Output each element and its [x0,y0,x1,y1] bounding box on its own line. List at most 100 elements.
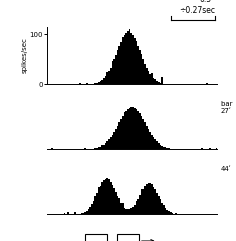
Bar [98,82,100,84]
Bar [153,78,155,84]
Bar [148,129,149,149]
Bar [51,148,53,149]
Bar [94,148,96,149]
Bar [144,186,146,214]
Bar [132,107,134,149]
Bar [129,108,131,149]
Bar [161,203,163,214]
Bar [168,148,170,149]
Bar [82,213,84,214]
Bar [143,59,144,84]
Bar [120,42,122,84]
Bar [100,186,101,214]
Bar [146,126,148,149]
Bar [84,148,86,149]
Bar [115,192,117,214]
Bar [149,183,151,214]
Bar [96,83,98,84]
Bar [151,184,153,214]
Bar [122,203,124,214]
Bar [127,109,129,149]
Bar [105,76,106,84]
Bar [158,143,160,149]
Bar [94,83,96,84]
Bar [158,82,160,84]
Bar [105,143,106,149]
Bar [134,38,136,84]
Bar [136,109,137,149]
Bar [117,234,139,241]
Bar [129,29,131,84]
Bar [103,145,105,149]
Bar [125,111,127,149]
Bar [160,83,161,84]
Bar [100,81,101,84]
Bar [155,79,156,84]
Bar [125,209,127,214]
Bar [115,129,117,149]
Bar [122,116,124,149]
Bar [127,31,129,84]
Bar [118,46,120,84]
Bar [156,81,158,84]
Bar [103,79,105,84]
Bar [105,179,106,214]
Bar [106,72,108,84]
Bar [143,119,144,149]
Bar [155,140,156,149]
Bar [175,213,177,214]
Bar [161,77,163,84]
Bar [132,35,134,84]
Bar [143,189,144,214]
Bar [134,205,136,214]
Bar [160,145,161,149]
Bar [144,122,146,149]
Bar [106,141,108,149]
Bar [112,135,113,149]
Bar [106,178,108,214]
Text: 0.5°: 0.5° [199,0,215,4]
Bar [216,148,218,149]
Bar [120,203,122,214]
Bar [136,41,137,84]
Bar [113,188,115,214]
Bar [155,189,156,214]
Bar [115,55,117,84]
Bar [100,147,101,149]
Bar [156,193,158,214]
Bar [98,187,100,214]
Bar [108,107,131,125]
Bar [96,148,98,149]
Bar [209,148,211,149]
Bar [153,187,155,214]
Bar [84,234,107,241]
Bar [131,107,132,149]
Bar [163,206,165,214]
Y-axis label: spikes/sec: spikes/sec [22,38,28,73]
Bar [84,212,86,214]
Bar [117,126,118,149]
Bar [158,196,160,214]
Bar [131,33,132,84]
Bar [96,193,98,214]
Bar [170,212,172,214]
Bar [151,73,153,84]
Bar [172,213,173,214]
Bar [112,185,113,214]
Bar [110,181,112,214]
Bar [86,83,88,84]
Text: ÷0.27sec: ÷0.27sec [179,6,215,15]
Bar [108,71,110,84]
Bar [94,196,96,214]
Bar [112,61,113,84]
Bar [136,201,137,214]
Bar [98,147,100,149]
Bar [148,71,149,84]
Bar [139,50,141,84]
Bar [81,213,82,214]
Bar [117,196,118,214]
Bar [131,208,132,214]
Bar [165,208,166,214]
Bar [91,204,93,214]
Bar [110,68,112,84]
